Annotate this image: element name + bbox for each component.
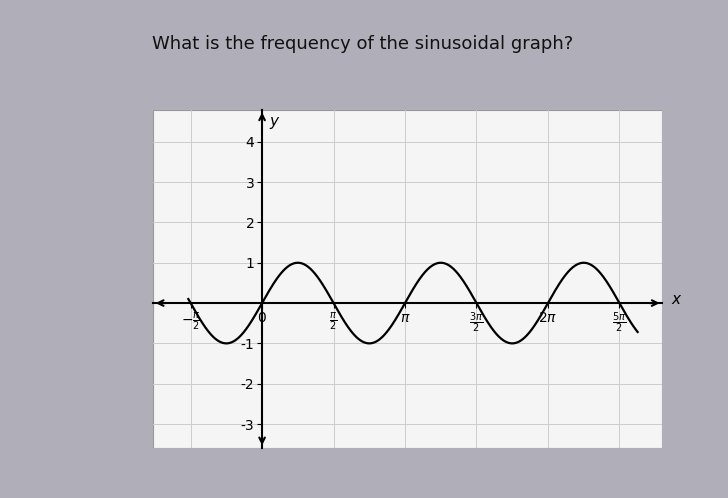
Text: y: y xyxy=(269,114,278,128)
Text: What is the frequency of the sinusoidal graph?: What is the frequency of the sinusoidal … xyxy=(152,34,573,52)
Text: x: x xyxy=(671,291,681,307)
